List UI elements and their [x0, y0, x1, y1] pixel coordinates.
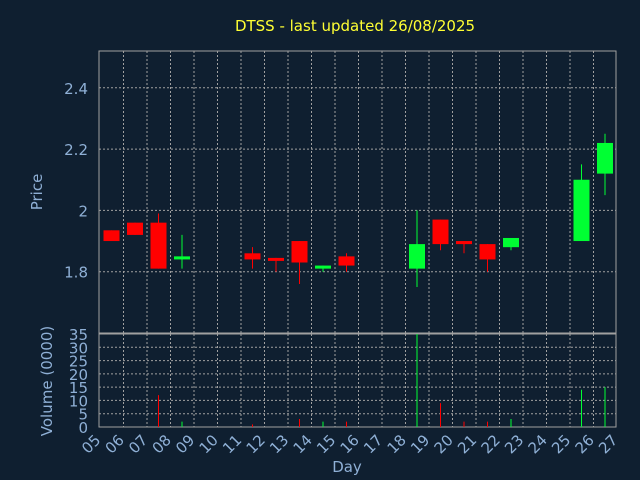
day-tick-label: 19 — [407, 431, 433, 457]
price-grid — [99, 51, 616, 333]
volume-tick-label: 0 — [78, 419, 88, 437]
candle-body — [127, 222, 143, 235]
volume-tick-label: 5 — [78, 406, 88, 424]
day-tick-label: 12 — [243, 431, 269, 457]
candle-body — [503, 237, 519, 248]
price-tick-label: 2 — [78, 202, 88, 220]
candle-body — [456, 241, 472, 245]
day-tick-label: 23 — [501, 431, 527, 457]
candles — [103, 133, 613, 288]
day-tick-labels: 0506070809101112131415161718192021222324… — [78, 431, 621, 457]
candle-body — [479, 244, 496, 260]
day-tick-label: 18 — [384, 431, 410, 457]
day-tick-label: 24 — [525, 431, 551, 457]
volume-tick-label: 15 — [69, 379, 88, 397]
candle-body — [291, 241, 308, 263]
day-tick-label: 27 — [595, 431, 621, 457]
candle-body — [573, 179, 590, 242]
day-tick-label: 10 — [196, 431, 222, 457]
candle-body — [338, 256, 355, 266]
price-tick-labels: 1.8 2 2.2 2.4 — [64, 80, 88, 282]
volume-tick-label: 20 — [69, 366, 88, 384]
day-tick-label: 21 — [454, 431, 480, 457]
price-tick-label: 2.4 — [64, 80, 88, 98]
price-axis-label: Price — [28, 174, 46, 211]
day-tick-label: 13 — [266, 431, 292, 457]
volume-tick-label: 10 — [69, 392, 88, 410]
candle-body — [103, 230, 120, 242]
volume-grid — [99, 334, 616, 427]
day-tick-label: 15 — [313, 431, 339, 457]
day-tick-label: 14 — [290, 431, 316, 457]
volume-axis-label: Volume (0000) — [38, 326, 56, 436]
day-tick-label: 17 — [360, 431, 386, 457]
price-tick-label: 2.2 — [64, 141, 88, 159]
day-tick-label: 07 — [125, 431, 151, 457]
candle-body — [315, 265, 331, 269]
candle-body — [174, 256, 190, 260]
candle-body — [432, 219, 449, 245]
candle-body — [244, 253, 261, 260]
day-tick-label: 09 — [172, 431, 198, 457]
day-tick-label: 16 — [337, 431, 363, 457]
price-tick-label: 1.8 — [64, 264, 88, 282]
day-tick-label: 22 — [478, 431, 504, 457]
volume-tick-label: 35 — [69, 326, 88, 344]
day-tick-label: 26 — [572, 431, 598, 457]
volume-tick-label: 25 — [69, 353, 88, 371]
day-axis-label: Day — [332, 458, 362, 476]
day-tick-label: 11 — [219, 431, 245, 457]
price-plot-frame — [98, 50, 617, 334]
volume-bars — [158, 334, 606, 427]
chart-title: DTSS - last updated 26/08/2025 — [235, 17, 475, 35]
candle-body — [597, 142, 613, 174]
volume-plot-frame — [98, 333, 617, 428]
candle-body — [409, 244, 425, 269]
day-tick-label: 06 — [102, 431, 128, 457]
day-tick-label: 20 — [431, 431, 457, 457]
candle-body — [268, 257, 284, 261]
day-tick-label: 08 — [149, 431, 175, 457]
day-tick-label: 25 — [548, 431, 574, 457]
volume-tick-label: 30 — [69, 339, 88, 357]
candle-body — [150, 222, 167, 269]
